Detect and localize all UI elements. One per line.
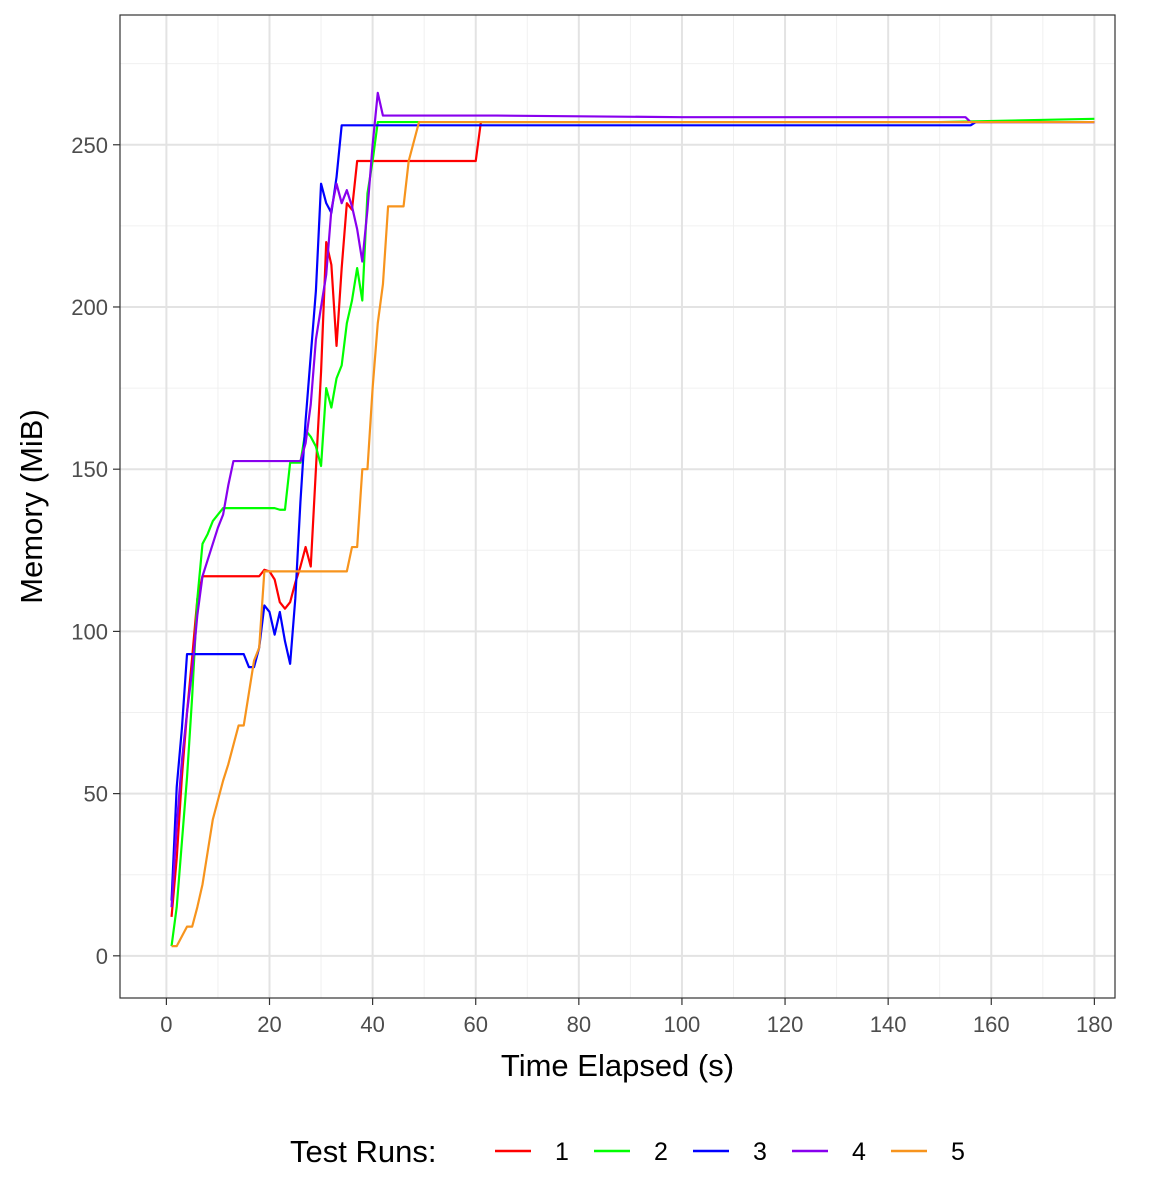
legend-label-3: 3 — [753, 1138, 767, 1166]
x-tick-label: 0 — [160, 1012, 172, 1037]
series-line-5 — [171, 120, 1095, 948]
y-tick-label: 100 — [71, 619, 108, 644]
panel-border — [119, 14, 1116, 999]
x-tick-label: 80 — [567, 1012, 591, 1037]
legend: Test Runs: 1 2 3 4 5 — [290, 1134, 965, 1169]
series-line-3 — [170, 120, 1095, 901]
grid-major — [120, 15, 1115, 998]
y-axis: 0 50 100 150 200 250 — [71, 133, 120, 969]
series-line-4 — [170, 91, 1095, 908]
series-layer — [170, 91, 1095, 948]
legend-label-5: 5 — [951, 1138, 965, 1166]
x-axis-title: Time Elapsed (s) — [501, 1048, 734, 1083]
grid-minor — [120, 15, 1115, 998]
y-tick-label: 200 — [71, 295, 108, 320]
x-axis: 0 20 40 60 80 100 120 140 160 180 — [160, 998, 1113, 1037]
x-tick-label: 20 — [257, 1012, 281, 1037]
x-tick-label: 40 — [360, 1012, 384, 1037]
y-tick-label: 0 — [96, 944, 108, 969]
x-tick-label: 120 — [767, 1012, 804, 1037]
legend-label-1: 1 — [555, 1138, 569, 1166]
x-tick-label: 160 — [973, 1012, 1010, 1037]
legend-label-2: 2 — [654, 1138, 668, 1166]
y-tick-label: 250 — [71, 133, 108, 158]
x-tick-label: 100 — [664, 1012, 701, 1037]
legend-title: Test Runs: — [290, 1134, 436, 1169]
x-tick-label: 60 — [463, 1012, 487, 1037]
y-tick-label: 50 — [84, 782, 108, 807]
legend-label-4: 4 — [852, 1138, 866, 1166]
y-tick-label: 150 — [71, 457, 108, 482]
y-axis-title: Memory (MiB) — [14, 409, 49, 604]
x-tick-label: 180 — [1076, 1012, 1113, 1037]
x-tick-label: 140 — [870, 1012, 907, 1037]
